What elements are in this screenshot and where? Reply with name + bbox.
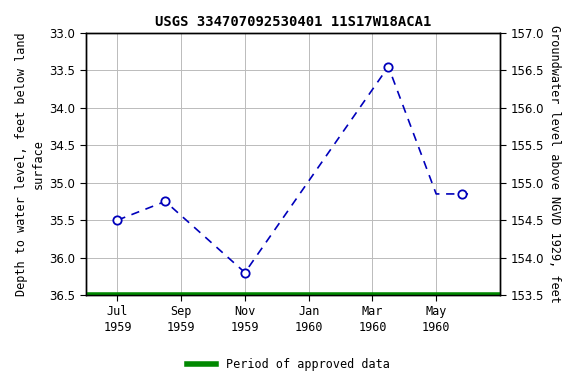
Y-axis label: Depth to water level, feet below land
surface: Depth to water level, feet below land su… [15,32,45,296]
Y-axis label: Groundwater level above NGVD 1929, feet: Groundwater level above NGVD 1929, feet [548,25,561,303]
Legend: Period of approved data: Period of approved data [182,354,394,376]
Title: USGS 334707092530401 11S17W18ACA1: USGS 334707092530401 11S17W18ACA1 [154,15,431,29]
